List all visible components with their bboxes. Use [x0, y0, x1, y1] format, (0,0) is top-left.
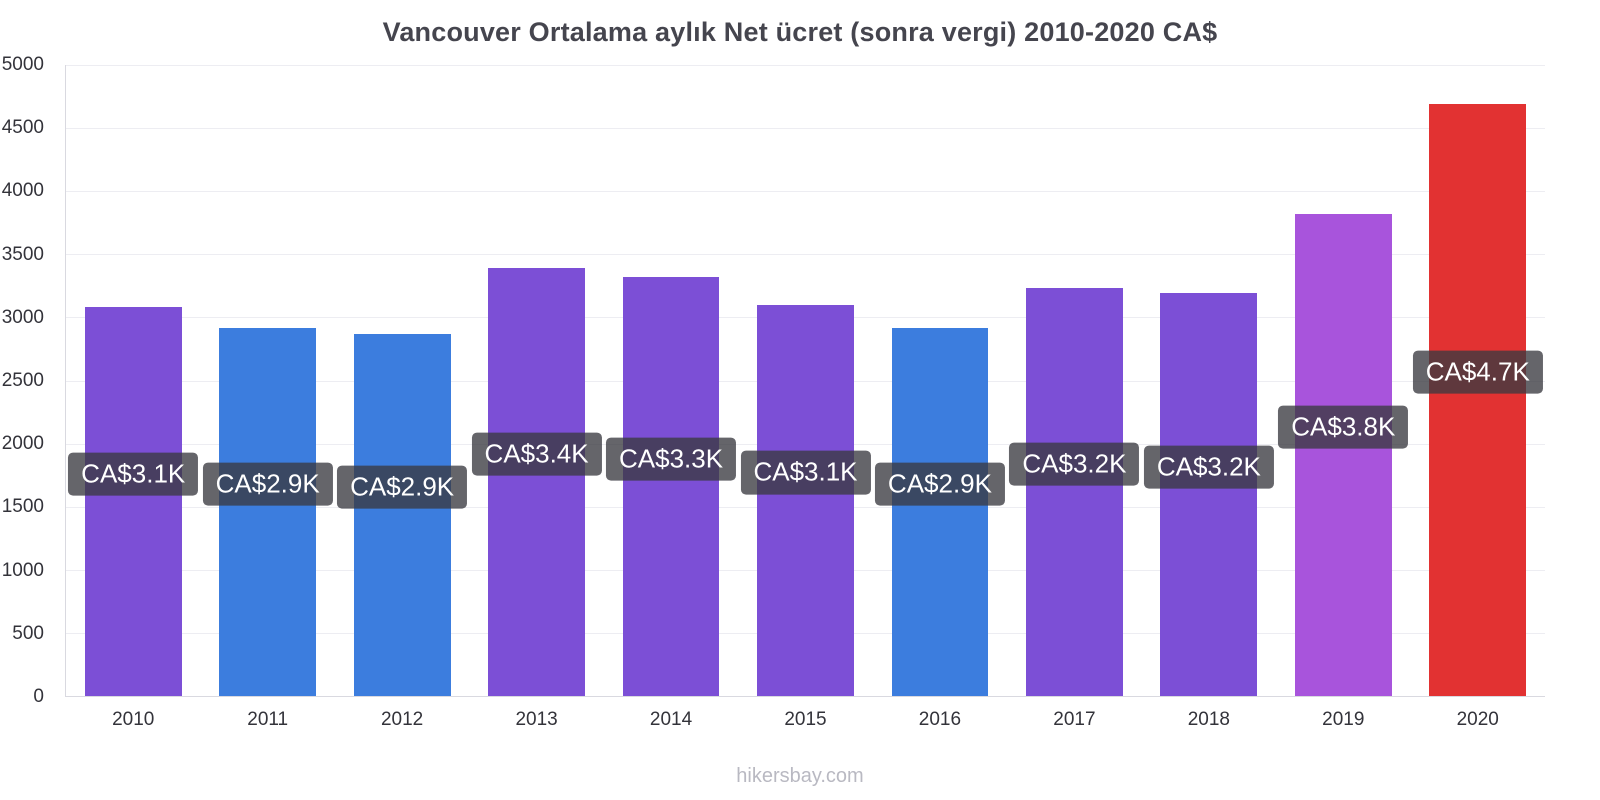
- y-axis-tick-0: 0: [33, 686, 44, 707]
- bar-value-label-2012: CA$2.9K: [337, 465, 468, 509]
- y-axis-tick-1000: 1000: [1, 559, 44, 581]
- x-axis-tick-2016: 2016: [918, 709, 962, 730]
- x-axis-tick-2011: 2011: [247, 709, 289, 730]
- y-axis-tick-3000: 3000: [1, 306, 44, 328]
- bar-value-label-2020: CA$4.7K: [1412, 350, 1543, 394]
- bar-value-label-2015: CA$3.1K: [740, 451, 871, 495]
- bar-2019[interactable]: [1294, 213, 1392, 696]
- y-axis-tick-2000: 2000: [1, 433, 44, 455]
- x-axis-tick-2014: 2014: [649, 709, 693, 730]
- gridline-5000: [66, 65, 1545, 66]
- y-axis-tick-500: 500: [12, 622, 44, 644]
- y-axis-tick-4000: 4000: [1, 180, 44, 202]
- gridline-4500: [66, 128, 1545, 130]
- bar-2016[interactable]: [891, 327, 989, 696]
- bar-value-label-2010: CA$3.1K: [68, 452, 199, 496]
- x-axis-tick-2020: 2020: [1456, 709, 1499, 730]
- x-axis-tick-2013: 2013: [515, 709, 558, 730]
- bar-value-label-2017: CA$3.2K: [1009, 442, 1140, 487]
- bar-value-label-2019: CA$3.8K: [1278, 405, 1409, 449]
- bar-2012[interactable]: [353, 333, 451, 696]
- gridline-3500: [66, 254, 1545, 256]
- bar-2020[interactable]: [1429, 104, 1527, 696]
- bar-2011[interactable]: [219, 327, 317, 696]
- y-axis-tick-4500: 4500: [1, 117, 44, 139]
- bar-value-label-2018: CA$3.2K: [1143, 445, 1274, 489]
- y-axis: 0 500 1000 1500 2000 2500 3000 3500 4000 4500 5000: [0, 54, 58, 707]
- bar-2015[interactable]: [757, 304, 854, 696]
- bar-2017[interactable]: [1026, 288, 1123, 696]
- bar-2010[interactable]: [84, 307, 182, 696]
- bar-2018[interactable]: [1160, 293, 1258, 696]
- x-axis-tick-2019: 2019: [1322, 709, 1365, 730]
- x-axis-tick-2012: 2012: [380, 709, 424, 730]
- chart-title: Vancouver Ortalama aylık Net ücret (sonr…: [382, 17, 1218, 47]
- y-axis-tick-5000: 5000: [1, 54, 44, 75]
- x-axis-tick-2010: 2010: [112, 709, 155, 730]
- bar-2014[interactable]: [622, 277, 720, 696]
- plot-area: CA$3.1K 2010 CA$2.9K 2011 CA$2.9K 2012 CA$3.4K…: [65, 65, 1545, 730]
- bar-value-label-2016: CA$2.9K: [874, 462, 1005, 506]
- x-axis-tick-2017: 2017: [1053, 709, 1096, 730]
- y-axis-tick-1500: 1500: [1, 496, 44, 518]
- x-axis-tick-2015: 2015: [784, 709, 827, 730]
- bar-value-label-2014: CA$3.3K: [605, 437, 737, 481]
- x-axis-tick-2018: 2018: [1187, 709, 1230, 730]
- bar-value-label-2011: CA$2.9K: [202, 462, 333, 506]
- bar-2013[interactable]: [488, 268, 585, 696]
- gridline-4000: [66, 191, 1545, 193]
- y-axis-tick-2500: 2500: [1, 370, 44, 391]
- bar-value-label-2013: CA$3.4K: [471, 432, 602, 476]
- footer-watermark: hikersbay.com: [736, 765, 864, 787]
- y-axis-tick-3500: 3500: [1, 243, 44, 265]
